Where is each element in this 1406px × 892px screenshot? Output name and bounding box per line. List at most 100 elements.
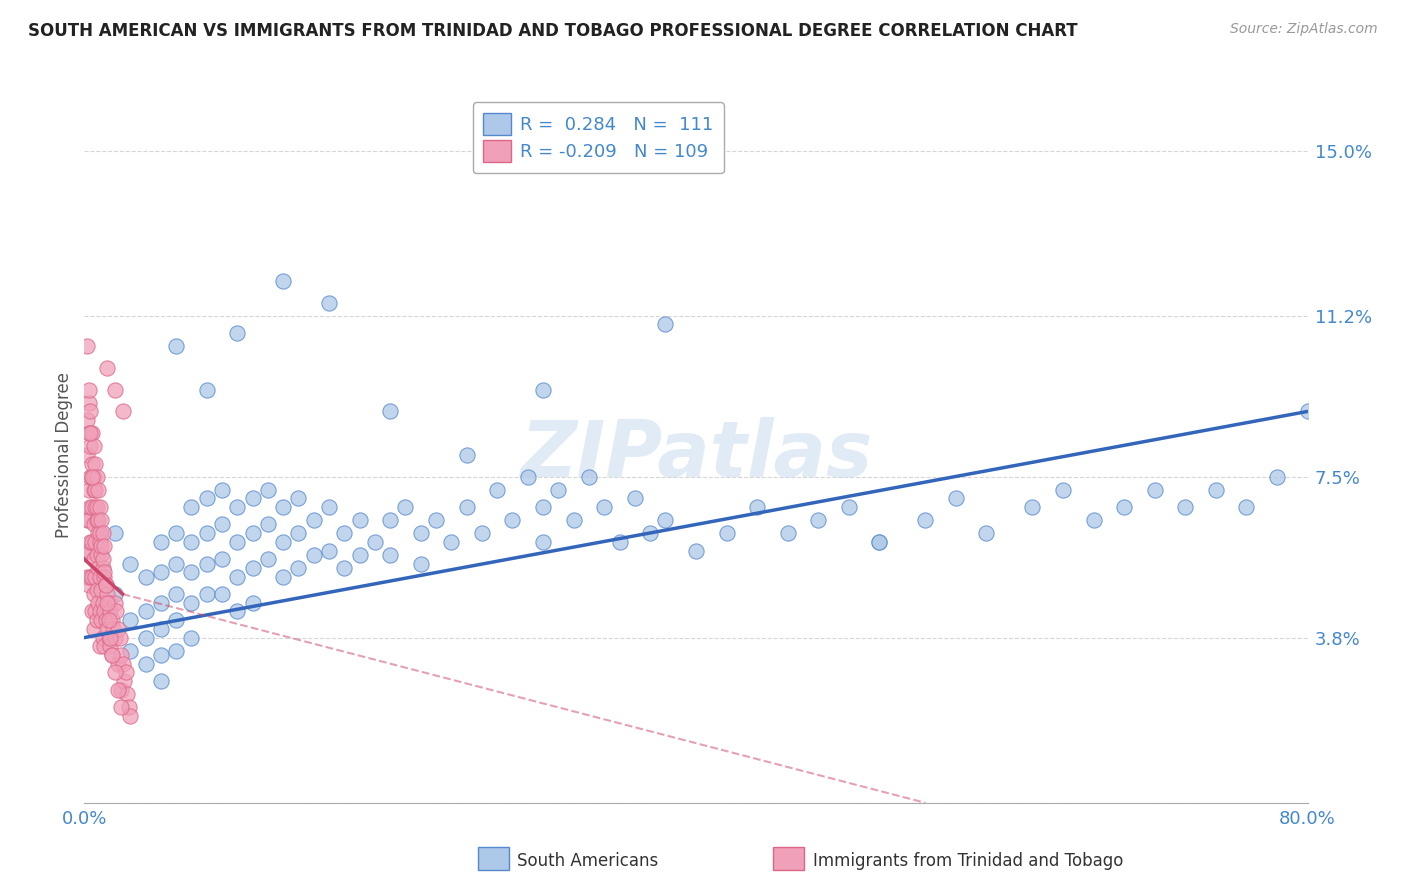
Point (83, 552, 105, 566)
Point (195, 587, 218, 601)
Point (287, 526, 309, 541)
Point (1021, 500, 1043, 514)
Point (349, 548, 371, 562)
Point (120, 557, 142, 571)
Point (1234, 500, 1257, 514)
Point (531, 535, 554, 549)
Point (120, 613, 142, 627)
Point (90, 539, 112, 553)
Point (118, 700, 141, 714)
Point (869, 535, 891, 549)
Point (105, 605, 128, 619)
Point (120, 643, 142, 657)
Point (83, 587, 105, 601)
Point (302, 513, 325, 527)
Legend: R =  0.284   N =  111, R = -0.209   N = 109: R = 0.284 N = 111, R = -0.209 N = 109 (472, 103, 724, 173)
Point (242, 561, 264, 575)
Point (562, 513, 585, 527)
Point (86, 548, 108, 562)
Point (79, 469, 101, 483)
Point (914, 513, 936, 527)
Point (97, 631, 120, 645)
Point (1265, 469, 1288, 483)
Point (456, 500, 478, 514)
Point (349, 513, 371, 527)
Point (486, 483, 509, 497)
Point (114, 665, 136, 680)
Point (91, 552, 114, 566)
Point (112, 674, 135, 689)
Point (80, 570, 103, 584)
Point (110, 700, 132, 714)
Point (302, 548, 325, 562)
Point (94, 578, 117, 592)
Point (440, 535, 463, 549)
Point (86, 613, 108, 627)
Point (101, 648, 124, 662)
Point (502, 513, 524, 527)
Point (76, 513, 98, 527)
Point (364, 535, 387, 549)
Point (94, 613, 117, 627)
Point (80, 535, 103, 549)
Point (76, 339, 98, 353)
Point (84, 457, 107, 471)
Point (838, 500, 860, 514)
Point (456, 448, 478, 462)
Point (149, 535, 172, 549)
Point (135, 657, 157, 671)
Point (96, 622, 118, 636)
Point (1143, 483, 1166, 497)
Point (91, 631, 114, 645)
Point (80, 457, 103, 471)
Point (149, 674, 172, 689)
Point (226, 535, 249, 549)
Point (91, 596, 114, 610)
Point (211, 587, 233, 601)
Point (869, 535, 891, 549)
Point (593, 500, 616, 514)
Point (271, 274, 294, 288)
Point (96, 360, 118, 375)
Point (80, 469, 103, 483)
Point (91, 526, 114, 541)
Point (149, 566, 172, 580)
Point (90, 582, 112, 597)
Point (242, 491, 264, 506)
Point (271, 500, 294, 514)
Point (79, 535, 101, 549)
Point (111, 657, 134, 671)
Point (87, 561, 110, 575)
Text: Source: ZipAtlas.com: Source: ZipAtlas.com (1230, 22, 1378, 37)
Point (96, 587, 118, 601)
Point (1174, 500, 1197, 514)
Point (226, 570, 249, 584)
Point (93, 539, 115, 553)
Point (86, 513, 108, 527)
Point (79, 404, 101, 418)
Point (409, 557, 432, 571)
Point (945, 491, 967, 506)
Text: ZIPatlas: ZIPatlas (520, 417, 872, 493)
Point (93, 605, 115, 619)
Point (110, 648, 132, 662)
Point (120, 708, 142, 723)
Point (471, 526, 494, 541)
Point (685, 543, 707, 558)
Point (318, 500, 340, 514)
Point (107, 622, 129, 636)
Point (394, 500, 416, 514)
Point (807, 513, 830, 527)
Point (89, 535, 111, 549)
Point (747, 500, 769, 514)
Point (180, 566, 202, 580)
Point (195, 557, 218, 571)
Point (76, 448, 98, 462)
Point (77, 383, 100, 397)
Point (84, 535, 107, 549)
Point (226, 500, 249, 514)
Point (77, 543, 100, 558)
Point (271, 570, 294, 584)
Point (287, 491, 309, 506)
Point (98, 639, 121, 653)
